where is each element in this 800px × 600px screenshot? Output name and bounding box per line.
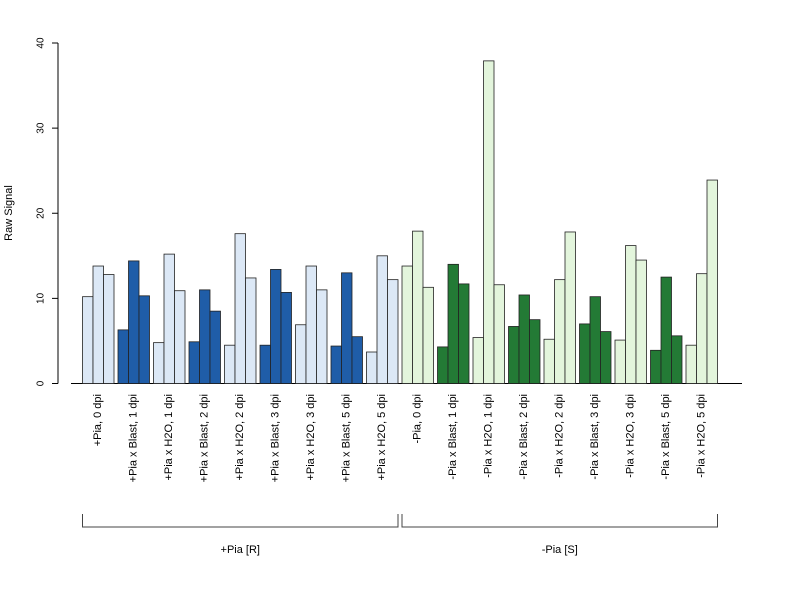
bar <box>387 279 399 384</box>
category-label: -Pia x Blast, 5 dpi <box>660 394 672 480</box>
bar <box>635 259 647 384</box>
category-label: -Pia x Blast, 1 dpi <box>447 394 459 480</box>
bar <box>518 294 530 384</box>
category-label: -Pia x Blast, 3 dpi <box>589 394 601 480</box>
y-tick-label: 10 <box>36 292 47 304</box>
bar <box>295 324 307 384</box>
bar <box>625 245 637 384</box>
bar <box>280 292 292 384</box>
bar <box>437 346 449 384</box>
bar <box>401 265 413 384</box>
category-label: +Pia x Blast, 5 dpi <box>341 394 353 482</box>
group-brackets: +Pia [R] -Pia [S] <box>82 514 718 556</box>
y-axis-label: Raw Signal <box>3 185 15 241</box>
bar <box>128 260 140 384</box>
bar <box>529 319 541 384</box>
bar <box>117 329 129 384</box>
category-label: +Pia x H2O, 2 dpi <box>234 394 246 481</box>
bars <box>82 60 718 384</box>
bar <box>589 296 601 384</box>
bar <box>351 336 363 384</box>
y-tick-label: 30 <box>36 122 47 134</box>
y-tick-label: 0 <box>36 380 47 386</box>
category-label: +Pia x H2O, 3 dpi <box>305 394 317 481</box>
bar <box>671 335 683 384</box>
bar <box>341 272 353 384</box>
bar <box>600 331 612 384</box>
bar <box>483 60 495 384</box>
bar <box>412 230 424 384</box>
bar <box>376 255 388 384</box>
group-bracket <box>82 514 399 528</box>
category-label: +Pia, 0 dpi <box>92 394 104 446</box>
bar <box>696 273 708 384</box>
bar <box>174 290 186 384</box>
bar <box>224 344 236 384</box>
category-label: -Pia x H2O, 3 dpi <box>625 394 637 478</box>
bar <box>153 342 165 384</box>
bar <box>614 339 626 384</box>
bar <box>259 344 271 384</box>
bar <box>199 289 211 384</box>
bar <box>706 179 718 384</box>
bar <box>138 295 150 384</box>
group-label: +Pia [R] <box>221 544 260 556</box>
category-label: +Pia x H2O, 5 dpi <box>376 394 388 481</box>
bar <box>447 263 459 384</box>
category-label: +Pia x Blast, 2 dpi <box>199 394 211 482</box>
bar <box>330 345 342 384</box>
category-labels: +Pia, 0 dpi +Pia x Blast, 1 dpi +Pia x H2O… <box>92 394 708 482</box>
y-tick-label: 40 <box>36 37 47 49</box>
bar <box>366 351 378 384</box>
bar <box>458 283 470 384</box>
bar <box>660 276 672 384</box>
bar <box>245 277 257 384</box>
bar <box>543 338 555 384</box>
bar <box>163 253 175 384</box>
bar <box>305 265 317 384</box>
bar <box>472 337 484 384</box>
bar <box>564 231 576 384</box>
category-label: -Pia x Blast, 2 dpi <box>518 394 530 480</box>
category-label: -Pia x H2O, 2 dpi <box>554 394 566 478</box>
y-tick-label: 20 <box>36 207 47 219</box>
bar <box>508 326 520 384</box>
bar <box>82 296 94 384</box>
category-label: -Pia x H2O, 1 dpi <box>483 394 495 478</box>
group-bracket <box>401 514 718 528</box>
category-label: +Pia x Blast, 1 dpi <box>128 394 140 482</box>
bar <box>209 310 221 384</box>
bar <box>422 286 434 384</box>
bar <box>316 289 328 384</box>
category-label: -Pia, 0 dpi <box>412 394 424 444</box>
category-label: -Pia x H2O, 5 dpi <box>696 394 708 478</box>
bar <box>650 349 662 384</box>
category-label: +Pia x Blast, 3 dpi <box>270 394 282 482</box>
bar <box>493 284 505 384</box>
group-label: -Pia [S] <box>542 544 578 556</box>
bar <box>188 341 200 384</box>
bar <box>92 265 104 384</box>
bar <box>103 274 115 384</box>
bar <box>579 323 591 384</box>
bar <box>270 269 282 384</box>
bar <box>234 233 246 384</box>
bar <box>554 279 566 384</box>
category-label: +Pia x H2O, 1 dpi <box>163 394 175 481</box>
bar <box>685 344 697 384</box>
